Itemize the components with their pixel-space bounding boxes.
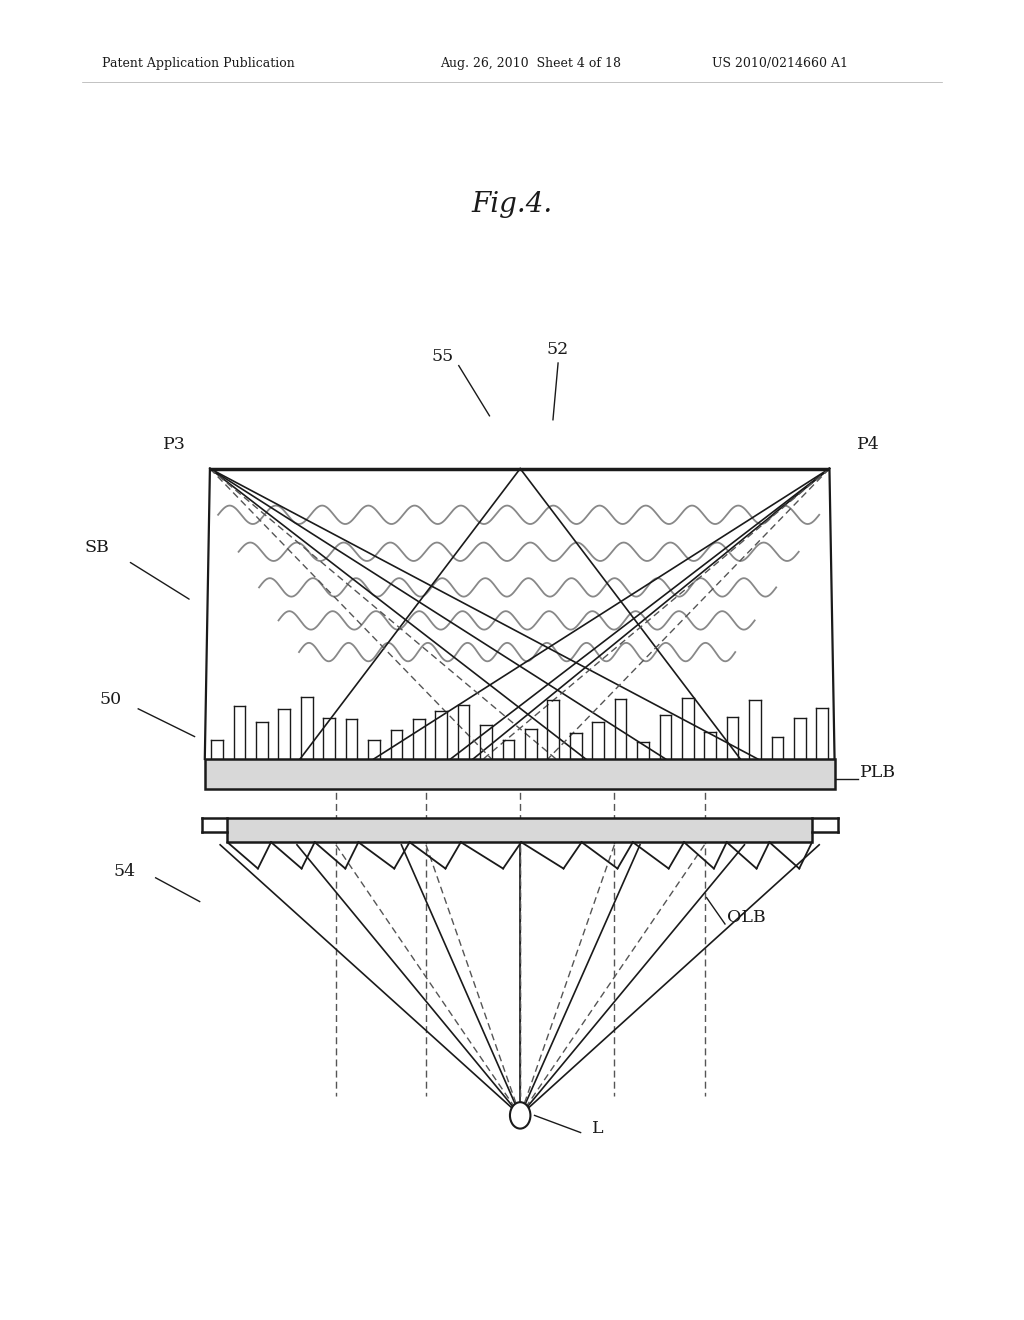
Bar bbox=[205, 759, 835, 789]
Text: P3: P3 bbox=[163, 437, 185, 453]
Text: Aug. 26, 2010  Sheet 4 of 18: Aug. 26, 2010 Sheet 4 of 18 bbox=[440, 57, 622, 70]
Text: L: L bbox=[592, 1121, 603, 1137]
Bar bbox=[227, 818, 812, 842]
Text: PLB: PLB bbox=[860, 764, 896, 780]
Circle shape bbox=[510, 1102, 530, 1129]
Text: SB: SB bbox=[85, 540, 110, 556]
Text: OLB: OLB bbox=[727, 909, 766, 925]
Text: Patent Application Publication: Patent Application Publication bbox=[102, 57, 295, 70]
Text: 52: 52 bbox=[547, 342, 569, 358]
Text: 50: 50 bbox=[99, 692, 122, 708]
Text: P4: P4 bbox=[857, 437, 880, 453]
Text: 55: 55 bbox=[431, 348, 454, 364]
Text: US 2010/0214660 A1: US 2010/0214660 A1 bbox=[712, 57, 848, 70]
Text: Fig.4.: Fig.4. bbox=[471, 191, 553, 218]
Text: 54: 54 bbox=[114, 863, 136, 879]
